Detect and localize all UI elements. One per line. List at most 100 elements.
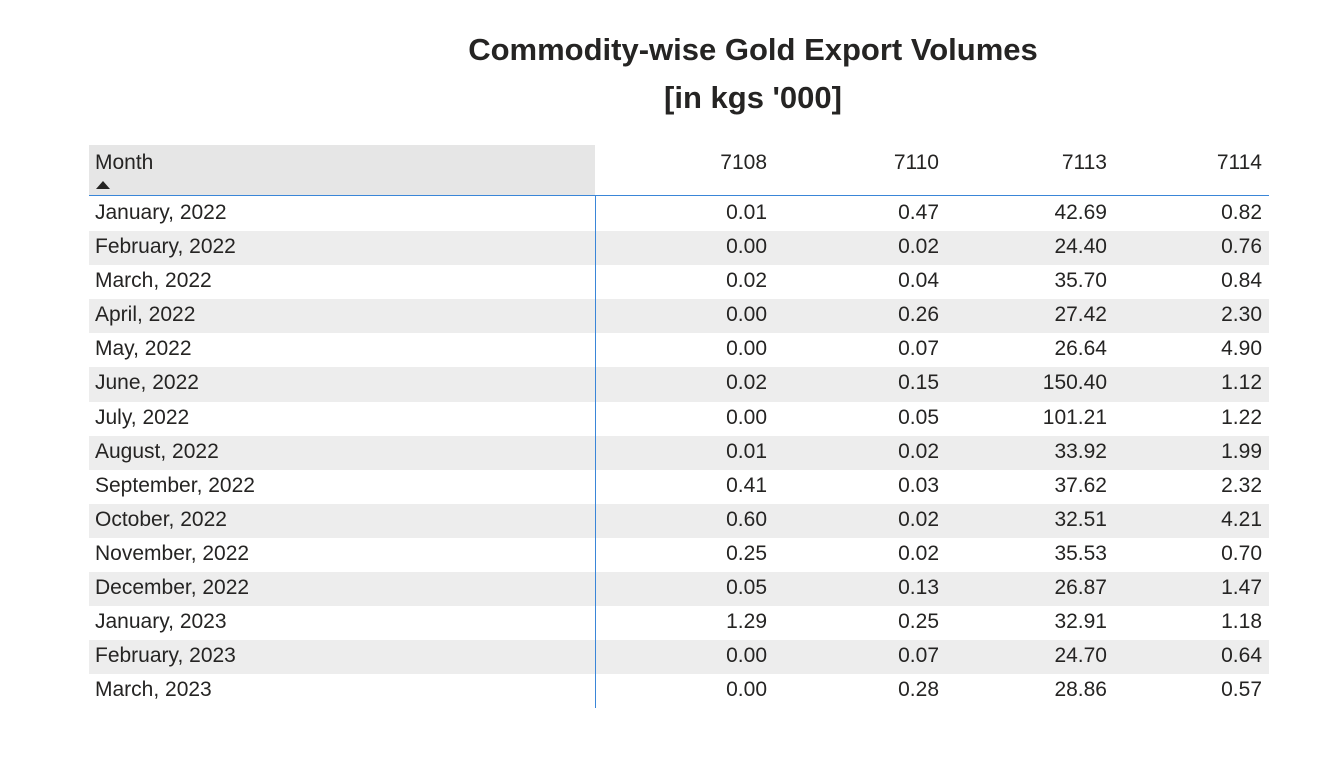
value-cell-7114: 1.18 [1221, 610, 1262, 634]
table-title: Commodity-wise Gold Export Volumes [in k… [0, 26, 1335, 122]
value-cell-7114: 1.99 [1221, 439, 1262, 463]
value-cell-7108: 1.29 [726, 610, 767, 634]
value-cell-7113: 150.40 [1042, 371, 1107, 395]
value-cell-7108: 0.41 [726, 473, 767, 497]
value-cell-7114: 4.90 [1221, 337, 1262, 361]
value-cell-7110: 0.28 [898, 678, 939, 702]
value-cell-7108: 0.01 [726, 201, 767, 224]
value-cell-7108: 0.05 [726, 576, 767, 600]
value-cell-7114: 0.70 [1221, 541, 1262, 565]
month-cell: December, 2022 [95, 576, 250, 600]
table-row: April, 2022 0.00 0.26 27.42 2.30 [89, 299, 1269, 334]
value-cell-7108: 0.02 [726, 371, 767, 395]
column-header-7114[interactable]: 7114 [1216, 151, 1262, 174]
table-row: February, 2023 0.00 0.07 24.70 0.64 [89, 640, 1269, 675]
table-row: March, 2022 0.02 0.04 35.70 0.84 [89, 265, 1269, 299]
value-cell-7110: 0.02 [898, 541, 939, 565]
value-cell-7110: 0.05 [898, 405, 939, 429]
table-row: December, 2022 0.05 0.13 26.87 1.47 [89, 572, 1269, 607]
value-cell-7110: 0.13 [898, 576, 939, 600]
table-body: January, 2022 0.01 0.47 42.69 0.82 February, … [89, 196, 1269, 708]
value-cell-7108: 0.00 [726, 678, 767, 702]
value-cell-7113: 26.64 [1054, 337, 1107, 361]
month-cell: April, 2022 [95, 303, 196, 327]
table-row: September, 2022 0.41 0.03 37.62 2.32 [89, 470, 1269, 504]
month-cell: March, 2023 [95, 678, 212, 702]
value-cell-7110: 0.25 [898, 610, 939, 634]
value-cell-7114: 1.12 [1221, 371, 1262, 395]
value-cell-7108: 0.00 [726, 644, 767, 668]
value-cell-7113: 32.91 [1054, 610, 1107, 634]
value-cell-7110: 0.07 [898, 337, 939, 361]
value-cell-7108: 0.00 [726, 337, 767, 361]
table-row: August, 2022 0.01 0.02 33.92 1.99 [89, 435, 1269, 470]
column-divider [595, 196, 596, 708]
table-row: October, 2022 0.60 0.02 32.51 4.21 [89, 503, 1269, 538]
month-cell: September, 2022 [95, 473, 255, 497]
month-cell: June, 2022 [95, 371, 199, 395]
table-row: May, 2022 0.00 0.07 26.64 4.90 [89, 333, 1269, 367]
value-cell-7114: 2.30 [1221, 303, 1262, 327]
value-cell-7113: 42.69 [1054, 201, 1107, 224]
value-cell-7113: 37.62 [1054, 473, 1107, 497]
value-cell-7113: 33.92 [1054, 439, 1107, 463]
title-line-1: Commodity-wise Gold Export Volumes [468, 32, 1038, 67]
value-cell-7113: 101.21 [1042, 405, 1107, 429]
value-cell-7110: 0.04 [898, 269, 939, 293]
value-cell-7113: 32.51 [1054, 507, 1107, 531]
column-header-label: Month [95, 151, 154, 174]
month-cell: November, 2022 [95, 541, 250, 565]
value-cell-7110: 0.02 [898, 235, 939, 259]
month-cell: February, 2023 [95, 644, 236, 668]
month-cell: May, 2022 [95, 337, 192, 361]
value-cell-7114: 0.82 [1221, 201, 1262, 224]
month-cell: January, 2023 [95, 610, 227, 634]
value-cell-7108: 0.00 [726, 235, 767, 259]
value-cell-7113: 35.53 [1054, 541, 1107, 565]
table-header: Month 7108 7110 7113 7114 [89, 145, 1269, 196]
month-cell: January, 2022 [95, 201, 227, 224]
month-cell: February, 2022 [95, 235, 236, 259]
export-volume-table: Month 7108 7110 7113 7114 January, 2022 0… [89, 145, 1269, 708]
month-cell: October, 2022 [95, 507, 227, 531]
month-cell: August, 2022 [95, 439, 219, 463]
table-row: July, 2022 0.00 0.05 101.21 1.22 [89, 402, 1269, 436]
value-cell-7114: 0.64 [1221, 644, 1262, 668]
month-cell: July, 2022 [95, 405, 190, 429]
title-line-2: [in kgs '000] [664, 80, 842, 115]
month-cell: March, 2022 [95, 269, 212, 293]
value-cell-7113: 24.70 [1054, 644, 1107, 668]
value-cell-7108: 0.01 [726, 439, 767, 463]
column-header-7110[interactable]: 7110 [893, 151, 939, 174]
value-cell-7113: 26.87 [1054, 576, 1107, 600]
value-cell-7114: 1.22 [1221, 405, 1262, 429]
value-cell-7108: 0.00 [726, 405, 767, 429]
value-cell-7114: 1.47 [1221, 576, 1262, 600]
value-cell-7114: 0.57 [1221, 678, 1262, 702]
table-row: March, 2023 0.00 0.28 28.86 0.57 [89, 674, 1269, 708]
value-cell-7108: 0.02 [726, 269, 767, 293]
table-row: February, 2022 0.00 0.02 24.40 0.76 [89, 231, 1269, 266]
column-header-month[interactable]: Month [89, 145, 595, 195]
value-cell-7113: 27.42 [1054, 303, 1107, 327]
sort-ascending-icon[interactable] [96, 181, 110, 189]
value-cell-7108: 0.60 [726, 507, 767, 531]
value-cell-7113: 24.40 [1054, 235, 1107, 259]
value-cell-7114: 2.32 [1221, 473, 1262, 497]
column-header-7108[interactable]: 7108 [720, 151, 767, 174]
value-cell-7113: 35.70 [1054, 269, 1107, 293]
value-cell-7110: 0.26 [898, 303, 939, 327]
value-cell-7110: 0.15 [898, 371, 939, 395]
value-cell-7108: 0.00 [726, 303, 767, 327]
value-cell-7113: 28.86 [1054, 678, 1107, 702]
value-cell-7110: 0.02 [898, 439, 939, 463]
column-header-7113[interactable]: 7113 [1061, 151, 1107, 174]
value-cell-7110: 0.02 [898, 507, 939, 531]
value-cell-7114: 0.76 [1221, 235, 1262, 259]
table-row: June, 2022 0.02 0.15 150.40 1.12 [89, 367, 1269, 402]
table-row: January, 2022 0.01 0.47 42.69 0.82 [89, 197, 1269, 231]
table-row: January, 2023 1.29 0.25 32.91 1.18 [89, 606, 1269, 640]
value-cell-7110: 0.03 [898, 473, 939, 497]
value-cell-7108: 0.25 [726, 541, 767, 565]
table-row: November, 2022 0.25 0.02 35.53 0.70 [89, 538, 1269, 572]
